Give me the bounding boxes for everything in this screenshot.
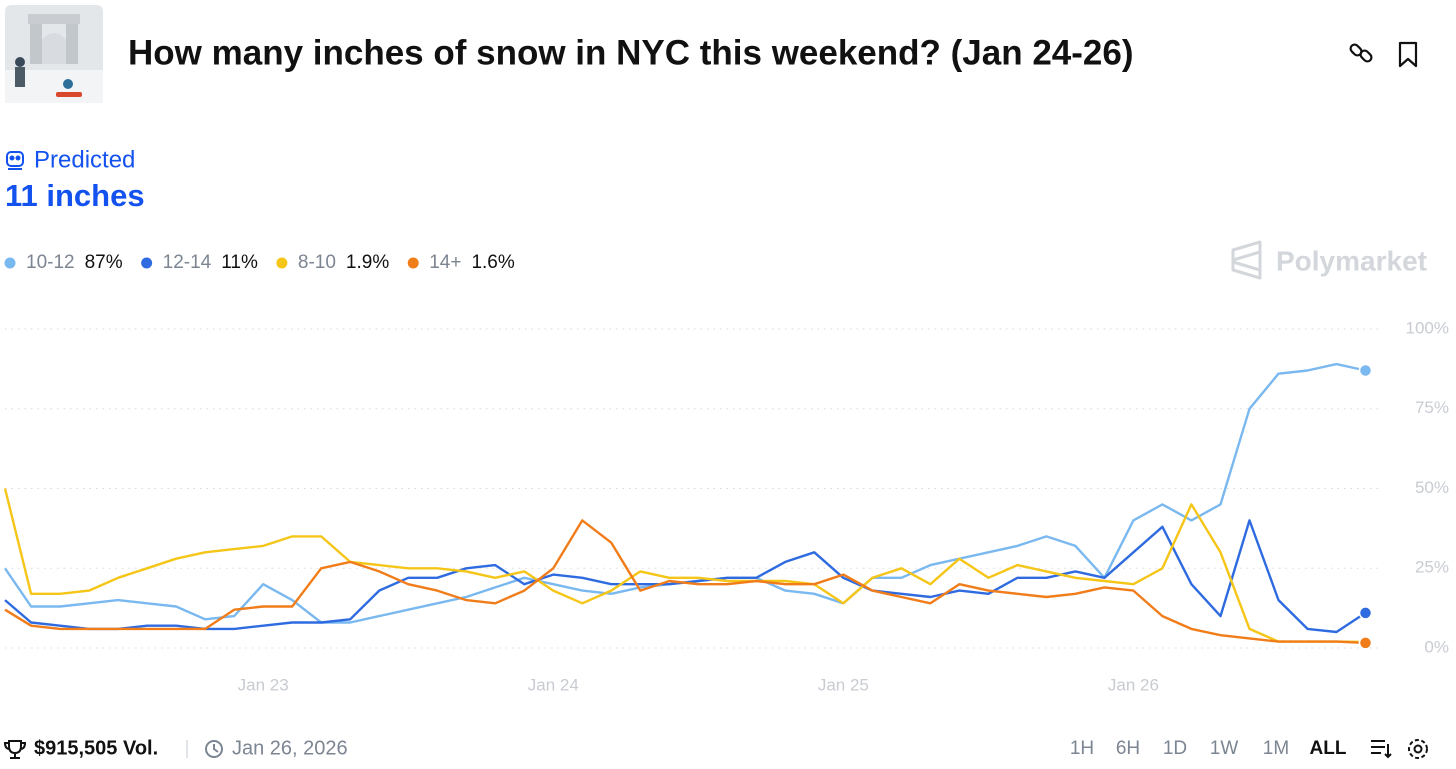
prediction-label: Predicted bbox=[34, 146, 135, 173]
prediction-value: 11 inches bbox=[5, 178, 145, 213]
y-tick-label: 100% bbox=[1406, 318, 1449, 337]
clock-icon bbox=[205, 740, 223, 758]
legend: 10-12 87% 12-14 11% 8-10 1.9% 14+ 1.6% bbox=[4, 252, 515, 273]
range-button[interactable]: 1M bbox=[1263, 738, 1289, 759]
current-dot bbox=[1358, 363, 1373, 378]
x-tick-label: Jan 23 bbox=[238, 675, 289, 694]
series-line bbox=[3, 488, 1366, 644]
prediction-icon bbox=[6, 151, 24, 170]
x-tick-label: Jan 26 bbox=[1108, 675, 1159, 694]
legend-name: 14+ bbox=[429, 252, 461, 273]
legend-name: 10-12 bbox=[26, 252, 75, 273]
market-title: How many inches of snow in NYC this week… bbox=[128, 33, 1134, 72]
trophy-icon bbox=[3, 740, 27, 759]
brand-name: Polymarket bbox=[1276, 245, 1427, 276]
brand-logo bbox=[1231, 240, 1262, 280]
x-tick-label: Jan 24 bbox=[528, 675, 579, 694]
current-dot bbox=[1358, 636, 1373, 650]
legend-dot bbox=[141, 257, 153, 269]
current-dot bbox=[1358, 606, 1373, 620]
plot-area: 0% 25% 50% 75% 100% Jan 23 Jan 24 Jan 25 Jan 26 bbox=[3, 318, 1449, 694]
legend-dot bbox=[4, 257, 16, 269]
legend-value: 1.6% bbox=[471, 252, 514, 273]
range-button[interactable]: 1D bbox=[1163, 738, 1187, 759]
y-tick-label: 0% bbox=[1424, 637, 1449, 656]
end-date: Jan 26, 2026 bbox=[232, 737, 348, 759]
range-button[interactable]: 1W bbox=[1210, 738, 1239, 759]
settings-button[interactable] bbox=[1408, 739, 1428, 759]
range-button[interactable]: 1H bbox=[1070, 738, 1094, 759]
legend-name: 8-10 bbox=[298, 252, 336, 273]
legend-value: 1.9% bbox=[346, 252, 389, 273]
legend-dot bbox=[276, 257, 288, 269]
market-thumbnail bbox=[5, 5, 103, 103]
bookmark-button[interactable] bbox=[1398, 41, 1418, 68]
y-tick-label: 50% bbox=[1415, 478, 1449, 497]
y-tick-label: 75% bbox=[1415, 398, 1449, 417]
volume: $915,505 Vol. bbox=[34, 737, 158, 759]
range-button[interactable]: 6H bbox=[1116, 738, 1140, 759]
legend-name: 12-14 bbox=[163, 252, 212, 273]
copy-link-button[interactable] bbox=[1349, 43, 1373, 63]
range-selector: 1H 6H 1D 1W 1M ALL bbox=[1070, 738, 1347, 759]
legend-dot bbox=[407, 257, 419, 269]
chart-type-button[interactable] bbox=[1371, 740, 1392, 759]
range-button[interactable]: ALL bbox=[1310, 738, 1347, 759]
legend-value: 87% bbox=[85, 252, 123, 273]
series-line bbox=[4, 519, 1366, 645]
legend-value: 11% bbox=[221, 252, 258, 273]
y-tick-label: 25% bbox=[1415, 558, 1449, 577]
x-tick-label: Jan 25 bbox=[818, 675, 869, 694]
